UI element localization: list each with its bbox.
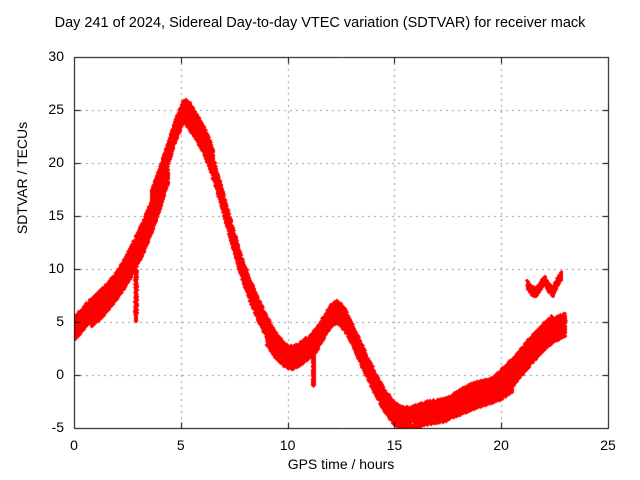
x-tick-label: 20 — [493, 437, 509, 453]
y-tick-label: 10 — [48, 260, 64, 276]
y-tick-label: -5 — [51, 419, 64, 435]
y-tick-label: 15 — [48, 207, 64, 223]
x-tick-label: 25 — [600, 437, 616, 453]
y-axis-label: SDTVAR / TECUs — [14, 121, 30, 235]
y-tick-label: 20 — [48, 154, 64, 170]
y-tick-label: 30 — [48, 48, 64, 64]
y-tick-label: 0 — [56, 366, 64, 382]
x-axis-label: GPS time / hours — [287, 456, 395, 472]
y-tick-label: 5 — [56, 313, 64, 329]
chart-title: Day 241 of 2024, Sidereal Day-to-day VTE… — [54, 15, 586, 31]
x-tick-label: 5 — [176, 437, 185, 453]
x-tick-label: 15 — [386, 437, 403, 453]
x-tick-label: 0 — [70, 437, 78, 453]
x-tick-label: 10 — [279, 437, 296, 453]
y-tick-label: 25 — [48, 101, 64, 117]
